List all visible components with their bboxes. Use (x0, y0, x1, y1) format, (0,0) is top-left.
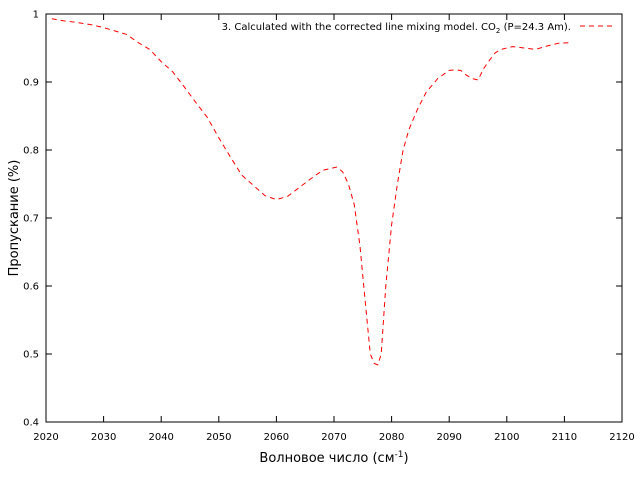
y-tick-label: 0.6 (23, 282, 39, 293)
legend-label: 3. Calculated with the corrected line mi… (222, 22, 571, 35)
x-tick-label: 2080 (379, 432, 404, 443)
tick-marks (46, 14, 622, 422)
x-tick-label: 2040 (148, 432, 173, 443)
x-tick-label: 2120 (609, 432, 634, 443)
y-tick-label: 0.5 (23, 350, 39, 361)
x-tick-label: 2100 (494, 432, 519, 443)
x-tick-label: 2060 (264, 432, 289, 443)
legend-subscript: 2 (496, 27, 500, 35)
x-tick-label: 2050 (206, 432, 231, 443)
y-tick-label: 0.7 (23, 214, 39, 225)
y-tick-label: 0.9 (23, 78, 39, 89)
y-tick-label: 0.4 (23, 418, 39, 429)
x-tick-label: 2030 (91, 432, 116, 443)
x-axis-label-superscript: -1 (395, 450, 404, 460)
x-tick-labels: 2020 2030 2040 2050 2060 2070 2080 2090 2100 2110… (33, 432, 634, 443)
x-tick-label: 2110 (552, 432, 577, 443)
series-line (51, 18, 571, 366)
x-tick-label: 2090 (436, 432, 461, 443)
legend: 3. Calculated with the corrected line mi… (222, 22, 612, 35)
plot-frame (45, 13, 623, 423)
x-tick-label: 2020 (33, 432, 58, 443)
y-axis-label: Пропускание (%) (7, 160, 22, 277)
y-tick-label: 0.8 (23, 146, 39, 157)
y-tick-label: 1 (33, 10, 39, 21)
x-axis-label: Волновое число (см-1) (259, 450, 408, 466)
y-tick-labels: 0.4 0.5 0.6 0.7 0.8 0.9 1 (23, 10, 39, 429)
x-tick-label: 2070 (321, 432, 346, 443)
